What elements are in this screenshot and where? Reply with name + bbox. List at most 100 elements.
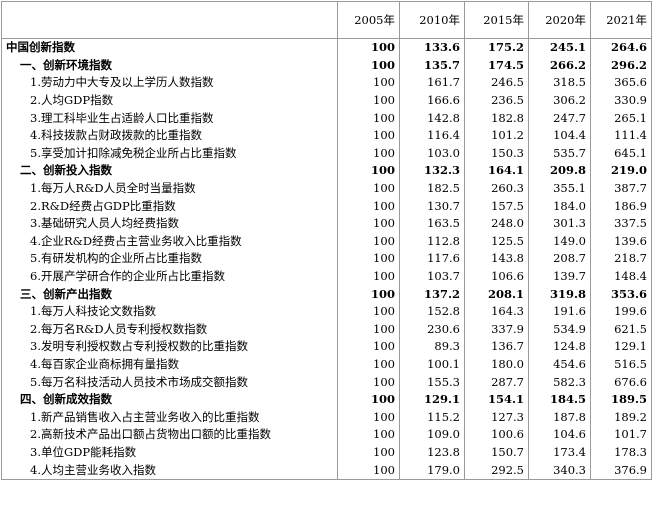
index-value: 191.6 (528, 302, 591, 321)
year-header: 2005年 (337, 1, 400, 39)
index-value: 137.2 (399, 285, 465, 303)
index-value: 112.8 (399, 232, 465, 251)
index-value: 148.4 (590, 267, 652, 286)
row-label: 6.开展产学研合作的企业所占比重指数 (1, 267, 338, 286)
index-value: 143.8 (464, 250, 529, 268)
row-label: 4.科技拨款占财政拨款的比重指数 (1, 126, 338, 145)
index-value: 100 (337, 214, 400, 233)
index-value: 376.9 (590, 461, 652, 480)
index-value: 103.7 (399, 267, 465, 286)
index-value: 208.1 (464, 285, 529, 303)
row-label: 3.基础研究人员人均经费指数 (1, 214, 338, 233)
item-row: 3.基础研究人员人均经费指数 100 163.5 248.0 301.3 337.5 (1, 214, 652, 233)
index-value: 330.9 (590, 91, 652, 110)
index-value: 100 (337, 267, 400, 286)
index-value: 164.3 (464, 302, 529, 321)
row-label: 3.单位GDP能耗指数 (1, 443, 338, 462)
header-corner (1, 1, 338, 39)
index-value: 100 (337, 390, 400, 409)
index-value: 100 (337, 126, 400, 145)
index-value: 246.5 (464, 74, 529, 92)
row-label: 3.发明专利授权数占专利授权数的比重指数 (1, 338, 338, 356)
index-value: 104.6 (528, 426, 591, 444)
index-value: 124.8 (528, 338, 591, 356)
row-label: 一、创新环境指数 (1, 56, 338, 75)
index-value: 236.5 (464, 91, 529, 110)
index-value: 101.7 (590, 426, 652, 444)
index-value: 109.0 (399, 426, 465, 444)
year-header: 2015年 (464, 1, 529, 39)
index-value: 621.5 (590, 320, 652, 339)
item-row: 3.单位GDP能耗指数 100 123.8 150.7 173.4 178.3 (1, 443, 652, 462)
item-row: 3.发明专利授权数占专利授权数的比重指数 100 89.3 136.7 124.8 129… (1, 338, 652, 356)
index-value: 139.7 (528, 267, 591, 286)
index-value: 155.3 (399, 373, 465, 391)
index-value: 100 (337, 250, 400, 268)
index-value: 184.5 (528, 390, 591, 409)
summary-row: 三、创新产出指数 100 137.2 208.1 319.8 353.6 (1, 285, 652, 303)
item-row: 1.每万人R&D人员全时当量指数 100 182.5 260.3 355.1 387.7 (1, 179, 652, 198)
index-value: 187.8 (528, 408, 591, 427)
index-value: 534.9 (528, 320, 591, 339)
index-value: 166.6 (399, 91, 465, 110)
index-value: 245.1 (528, 38, 591, 57)
item-row: 5.每万名科技活动人员技术市场成交额指数 100 155.3 287.7 582.3 67… (1, 373, 652, 391)
index-value: 296.2 (590, 56, 652, 75)
index-value: 139.6 (590, 232, 652, 251)
item-row: 3.理工科毕业生占适龄人口比重指数 100 142.8 182.8 247.7 265.1 (1, 109, 652, 127)
item-row: 1.劳动力中大专及以上学历人数指数 100 161.7 246.5 318.5 365.6 (1, 74, 652, 92)
index-value: 676.6 (590, 373, 652, 391)
index-value: 353.6 (590, 285, 652, 303)
index-value: 247.7 (528, 109, 591, 127)
index-value: 127.3 (464, 408, 529, 427)
index-value: 130.7 (399, 197, 465, 215)
index-value: 100 (337, 302, 400, 321)
index-value: 645.1 (590, 144, 652, 163)
index-value: 100 (337, 373, 400, 391)
index-value: 142.8 (399, 109, 465, 127)
index-value: 104.4 (528, 126, 591, 145)
index-value: 100 (337, 38, 400, 57)
row-label: 2.人均GDP指数 (1, 91, 338, 110)
item-row: 2.高新技术产品出口额占货物出口额的比重指数 100 109.0 100.6 104.6… (1, 426, 652, 444)
row-label: 四、创新成效指数 (1, 390, 338, 409)
index-value: 100 (337, 144, 400, 163)
index-value: 100 (337, 74, 400, 92)
index-value: 100.6 (464, 426, 529, 444)
index-value: 136.7 (464, 338, 529, 356)
row-label: 4.人均主营业务收入指数 (1, 461, 338, 480)
table-body: 中国创新指数 100 133.6 175.2 245.1 264.6 一、创新环境指数 100… (1, 38, 652, 480)
item-row: 5.有研发机构的企业所占比重指数 100 117.6 143.8 208.7 218.7 (1, 250, 652, 268)
index-value: 454.6 (528, 355, 591, 374)
index-value: 125.5 (464, 232, 529, 251)
row-label: 4.企业R&D经费占主营业务收入比重指数 (1, 232, 338, 251)
row-label: 3.理工科毕业生占适龄人口比重指数 (1, 109, 338, 127)
item-row: 2.R&D经费占GDP比重指数 100 130.7 157.5 184.0 186.9 (1, 197, 652, 215)
row-label: 1.劳动力中大专及以上学历人数指数 (1, 74, 338, 92)
item-row: 5.享受加计扣除减免税企业所占比重指数 100 103.0 150.3 535.7 645… (1, 144, 652, 163)
row-label: 1.每万人科技论文数指数 (1, 302, 338, 321)
index-value: 103.0 (399, 144, 465, 163)
item-row: 6.开展产学研合作的企业所占比重指数 100 103.7 106.6 139.7 148.… (1, 267, 652, 286)
index-value: 100 (337, 338, 400, 356)
summary-row: 中国创新指数 100 133.6 175.2 245.1 264.6 (1, 38, 652, 57)
year-header: 2010年 (399, 1, 465, 39)
index-value: 337.5 (590, 214, 652, 233)
row-label: 2.每万名R&D人员专利授权数指数 (1, 320, 338, 339)
index-value: 100 (337, 426, 400, 444)
index-value: 100 (337, 91, 400, 110)
index-value: 186.9 (590, 197, 652, 215)
index-value: 117.6 (399, 250, 465, 268)
index-value: 248.0 (464, 214, 529, 233)
row-label: 4.每百家企业商标拥有量指数 (1, 355, 338, 374)
index-value: 123.8 (399, 443, 465, 462)
index-value: 100 (337, 56, 400, 75)
index-value: 337.9 (464, 320, 529, 339)
index-value: 150.7 (464, 443, 529, 462)
row-label: 1.新产品销售收入占主营业务收入的比重指数 (1, 408, 338, 427)
index-value: 132.3 (399, 162, 465, 180)
index-value: 150.3 (464, 144, 529, 163)
index-value: 135.7 (399, 56, 465, 75)
index-value: 209.8 (528, 162, 591, 180)
index-value: 100 (337, 461, 400, 480)
